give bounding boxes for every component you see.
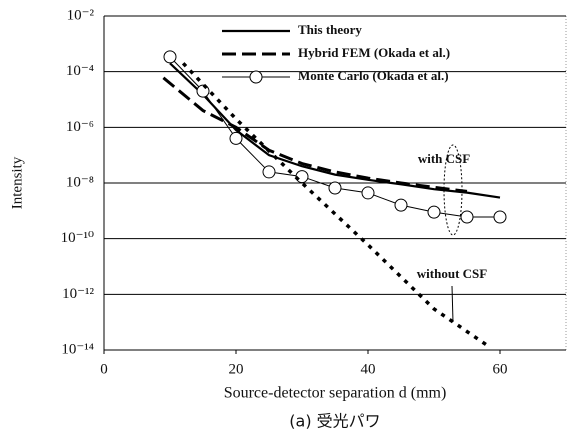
- y-tick-label: 10⁻¹⁰: [61, 230, 94, 246]
- y-axis-label: Intensity: [9, 156, 25, 209]
- legend-label: This theory: [298, 22, 362, 37]
- marker: [361, 186, 375, 200]
- x-tick-label: 0: [100, 361, 108, 377]
- y-tick-label: 10⁻¹²: [62, 286, 94, 302]
- marker: [295, 170, 309, 184]
- series-line: [162, 76, 468, 193]
- marker: [460, 210, 474, 224]
- marker: [229, 131, 243, 145]
- annotation: with CSF: [418, 151, 470, 166]
- series-line: [181, 62, 488, 347]
- marker: [163, 50, 177, 64]
- x-axis-label: Source-detector separation d (mm): [224, 385, 447, 402]
- y-tick-label: 10⁻⁶: [66, 119, 94, 135]
- caption: (a) 受光パワ: [289, 412, 380, 431]
- y-tick-label: 10⁻⁴: [66, 63, 94, 79]
- marker: [493, 210, 507, 224]
- marker: [427, 205, 441, 219]
- arrow: [451, 285, 454, 323]
- y-tick-label: 10⁻¹⁴: [61, 341, 94, 357]
- x-tick-label: 20: [229, 361, 244, 377]
- x-tick-label: 60: [493, 361, 508, 377]
- legend-label: Hybrid FEM (Okada et al.): [298, 45, 450, 60]
- marker: [262, 165, 276, 179]
- legend-marker: [249, 70, 263, 84]
- series-line: [169, 62, 501, 199]
- y-tick-label: 10⁻²: [67, 7, 95, 23]
- marker: [394, 198, 408, 212]
- y-tick-label: 10⁻⁸: [66, 174, 94, 190]
- annotation: without CSF: [417, 266, 487, 281]
- x-tick-label: 40: [361, 361, 376, 377]
- legend-label: Monte Carlo (Okada et al.): [298, 68, 449, 83]
- marker: [328, 181, 342, 195]
